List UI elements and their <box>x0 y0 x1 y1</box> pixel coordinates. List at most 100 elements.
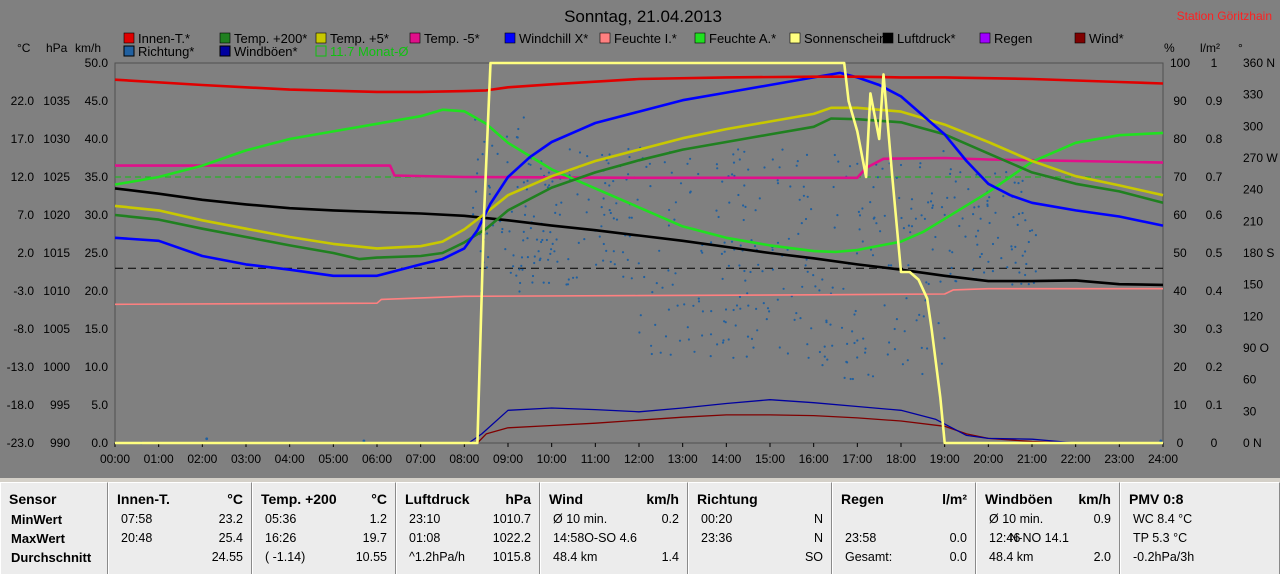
panel-cell-left: Ø 10 min. <box>553 512 608 526</box>
direction-point <box>517 127 520 131</box>
direction-point <box>612 250 615 253</box>
direction-point <box>560 201 563 204</box>
direction-point <box>750 337 754 340</box>
direction-point <box>732 153 735 156</box>
direction-point <box>973 206 976 209</box>
direction-point <box>902 227 906 230</box>
tick-lm2: 0.2 <box>1206 360 1223 374</box>
tick-temp: -23.0 <box>7 436 35 450</box>
legend-swatch <box>123 45 135 57</box>
direction-point <box>1020 282 1023 285</box>
direction-point <box>843 376 846 379</box>
legend-swatch <box>599 32 611 44</box>
direction-point <box>853 313 856 316</box>
direction-point <box>861 240 864 243</box>
direction-point <box>1017 182 1020 185</box>
panel-header: Temp. +200 <box>261 491 337 507</box>
direction-point <box>487 184 490 187</box>
direction-point <box>615 202 618 205</box>
direction-point <box>1000 257 1003 260</box>
direction-point <box>898 196 901 200</box>
direction-point <box>804 217 808 221</box>
direction-point <box>893 327 896 331</box>
direction-point <box>974 235 978 238</box>
tick-pressure: 1020 <box>43 208 70 222</box>
direction-point <box>746 292 749 295</box>
direction-point <box>919 162 922 165</box>
chart-title: Sonntag, 21.04.2013 <box>564 7 722 26</box>
direction-point <box>630 277 633 280</box>
direction-point <box>914 217 918 220</box>
direction-point <box>858 228 861 231</box>
direction-point <box>710 310 713 313</box>
direction-point <box>600 225 603 228</box>
tick-direction: 180 S <box>1243 246 1274 260</box>
direction-point <box>872 186 875 189</box>
direction-point <box>996 236 1000 239</box>
direction-point <box>663 161 666 164</box>
panel-cell-left: 07:58 <box>121 512 153 526</box>
direction-point <box>733 174 736 177</box>
direction-point <box>556 260 559 263</box>
direction-point <box>778 346 781 349</box>
direction-point <box>679 182 683 185</box>
direction-point <box>602 197 605 200</box>
direction-point <box>977 205 980 208</box>
tick-lm2: 0.9 <box>1206 94 1223 108</box>
direction-point <box>609 211 612 215</box>
direction-point <box>626 258 629 261</box>
plot-area <box>114 62 1164 444</box>
stats-panel: Innen-T. °C 07:58 23.2 20:48 25.4 24.55 <box>108 482 252 574</box>
direction-point <box>728 201 731 204</box>
direction-point <box>796 160 799 163</box>
panel-cell-left: WC 8.4 °C <box>1133 512 1193 526</box>
direction-point <box>205 437 209 441</box>
tick-time: 19:00 <box>930 452 960 466</box>
direction-point <box>601 153 604 157</box>
direction-point <box>840 326 844 329</box>
direction-point <box>856 339 859 342</box>
direction-point <box>1020 190 1023 193</box>
direction-point <box>1027 283 1030 286</box>
tick-time: 00:00 <box>100 452 130 466</box>
direction-point <box>515 136 519 139</box>
panel-unit: km/h <box>646 491 679 507</box>
panel-cell-left: 14:58 <box>553 531 585 545</box>
direction-point <box>586 155 589 158</box>
direction-point <box>837 160 840 163</box>
direction-point <box>533 255 536 258</box>
tick-time: 15:00 <box>755 452 785 466</box>
direction-point <box>890 264 893 267</box>
direction-point <box>717 215 720 219</box>
direction-point <box>823 345 826 348</box>
direction-point <box>986 203 989 206</box>
direction-point <box>821 364 824 367</box>
direction-point <box>508 230 511 233</box>
direction-point <box>1005 171 1008 174</box>
direction-point <box>583 238 586 241</box>
stats-panel: Sensor MinWert MaxWert Durchschnitt <box>0 482 108 574</box>
direction-point <box>488 186 491 189</box>
series-lines <box>114 61 1164 445</box>
direction-point <box>603 213 606 216</box>
direction-point <box>609 260 612 263</box>
direction-point <box>1017 212 1021 215</box>
direction-point <box>986 199 989 202</box>
tick-time: 06:00 <box>362 452 392 466</box>
direction-point <box>931 206 934 209</box>
tick-pressure: 1035 <box>43 94 70 108</box>
direction-point <box>488 193 491 196</box>
tick-direction: 270 W <box>1243 151 1278 165</box>
direction-point <box>604 182 607 185</box>
direction-point <box>823 355 826 358</box>
tick-percent: 10 <box>1173 398 1187 412</box>
direction-point <box>915 319 918 322</box>
stats-panel: Richtung 00:20 N 23:36 N SO <box>688 482 832 574</box>
direction-point <box>1010 248 1014 251</box>
direction-point <box>511 265 515 268</box>
tick-time: 07:00 <box>406 452 436 466</box>
direction-point <box>1014 245 1017 248</box>
direction-point <box>750 239 753 242</box>
direction-point <box>501 227 504 231</box>
series-line-temp-5 <box>114 106 1164 250</box>
